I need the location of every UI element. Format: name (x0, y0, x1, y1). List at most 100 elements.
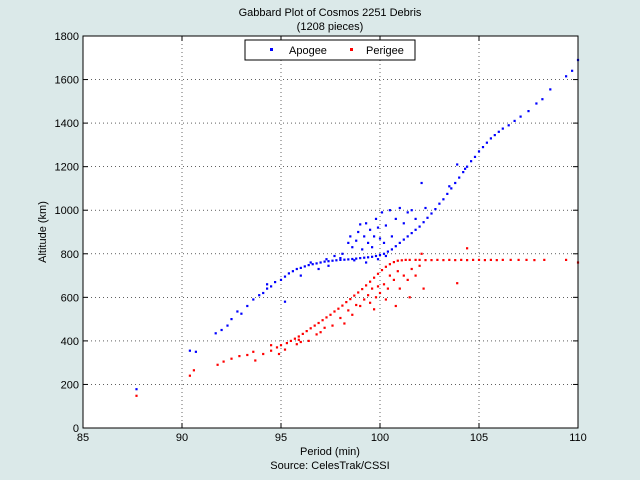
apogee-point (299, 274, 302, 277)
perigee-point (456, 282, 459, 285)
apogee-point (333, 254, 336, 258)
perigee-point (283, 348, 287, 351)
apogee-point (422, 221, 425, 224)
y-tick-label: 1800 (55, 31, 79, 43)
perigee-point (378, 291, 382, 295)
perigee-point (359, 304, 362, 308)
perigee-point (418, 258, 421, 261)
perigee-point (483, 259, 486, 262)
perigee-point (509, 258, 512, 261)
apogee-point (493, 134, 496, 137)
perigee-point (454, 259, 457, 262)
legend-marker-perigee (350, 48, 353, 51)
x-tick-label: 85 (77, 432, 89, 444)
apogee-point (359, 223, 362, 226)
apogee-point (371, 255, 374, 258)
apogee-point (406, 235, 409, 238)
perigee-point (388, 263, 391, 266)
apogee-point (418, 225, 421, 228)
apogee-point (380, 211, 384, 214)
apogee-point (390, 248, 393, 251)
perigee-point (343, 322, 346, 325)
perigee-point (400, 259, 403, 262)
apogee-point (384, 254, 387, 258)
apogee-point (446, 192, 449, 195)
perigee-point (222, 360, 225, 363)
perigee-point (307, 339, 310, 342)
apogee-point (246, 304, 249, 308)
perigee-point (270, 349, 273, 352)
perigee-point (262, 352, 265, 356)
apogee-point (367, 256, 370, 259)
apogee-point (295, 267, 298, 271)
perigee-point (376, 272, 380, 275)
axis-ticks: 85 90 95 100 105 110 0 200 400 600 800 1000 1200 1400… (55, 31, 587, 444)
apogee-point (274, 281, 277, 284)
apogee-point (414, 228, 417, 231)
perigee-point (418, 264, 421, 267)
apogee-point (258, 294, 261, 297)
apogee-point (291, 270, 294, 273)
apogee-point (327, 264, 330, 267)
perigee-point (466, 247, 469, 250)
apogee-point (406, 211, 409, 214)
apogee-point (373, 235, 376, 238)
perigee-point (295, 343, 298, 346)
perigee-point (317, 321, 320, 325)
perigee-point (275, 346, 279, 349)
apogee-point (319, 261, 322, 264)
y-tick-label: 1200 (55, 162, 79, 174)
perigee-point (325, 316, 328, 319)
perigee-point (270, 344, 273, 347)
perigee-point (289, 339, 292, 342)
perigee-point (448, 258, 451, 261)
apogee-point (462, 171, 465, 174)
apogee-point (378, 237, 382, 240)
legend-marker-apogee (270, 48, 273, 51)
perigee-point (329, 313, 332, 316)
apogee-point (311, 263, 314, 266)
apogee-point (386, 250, 389, 253)
perigee-point (394, 304, 397, 308)
apogee-point (343, 258, 346, 261)
apogee-point (410, 209, 413, 212)
perigee-point (361, 288, 364, 291)
apogee-point (371, 246, 374, 249)
perigee-point (299, 340, 302, 344)
apogee-point (434, 208, 437, 211)
perigee-point (230, 357, 233, 360)
apogee-point (339, 257, 342, 260)
perigee-point (277, 352, 281, 356)
apogee-point (450, 187, 453, 190)
perigee-point (384, 298, 387, 301)
perigee-point (396, 259, 399, 262)
apogee-point (359, 257, 362, 260)
apogee-point (240, 312, 243, 315)
apogee-point (388, 209, 391, 212)
apogee-point (473, 155, 477, 158)
perigee-point (279, 344, 283, 347)
perigee-point (347, 309, 350, 312)
perigee-point (501, 258, 504, 261)
apogee-point (287, 272, 290, 275)
y-tick-label: 800 (61, 249, 79, 261)
apogee-point (226, 324, 229, 327)
apogee-point (426, 216, 429, 219)
perigee-point (315, 333, 318, 336)
apogee-point (135, 388, 138, 391)
x-tick-label: 90 (176, 432, 188, 444)
perigee-point (436, 258, 439, 261)
apogee-point (489, 137, 492, 140)
apogee-point (384, 224, 387, 227)
perigee-point (442, 259, 445, 262)
perigee-point (297, 338, 300, 341)
perigee-point (365, 284, 368, 287)
perigee-point (192, 369, 195, 372)
y-tick-label: 600 (61, 292, 79, 304)
x-tick-label: 95 (275, 432, 287, 444)
perigee-point (517, 258, 520, 261)
perigee-point (216, 363, 219, 366)
apogee-point (363, 235, 366, 238)
perigee-point (337, 307, 340, 310)
apogee-point (279, 278, 283, 281)
